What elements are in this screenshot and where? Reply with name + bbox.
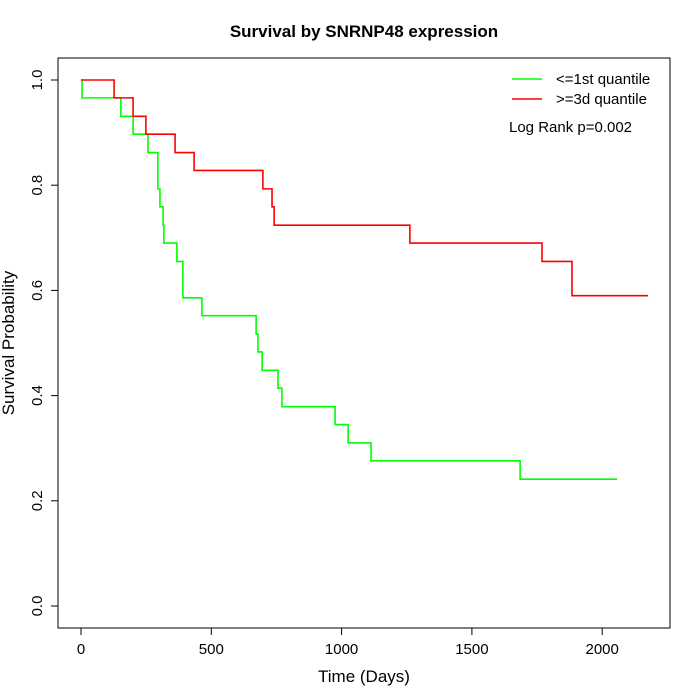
y-axis: 0.0 0.2 0.4 0.6 0.8 1.0 bbox=[29, 70, 59, 617]
series-line-1 bbox=[81, 79, 649, 297]
y-axis-label: Survival Probability bbox=[0, 270, 18, 415]
x-tick-label: 2000 bbox=[586, 641, 619, 658]
y-tick-label: 0.4 bbox=[29, 385, 46, 406]
legend-label: >=3d quantile bbox=[556, 91, 647, 108]
y-tick-label: 0.8 bbox=[29, 175, 46, 196]
log-rank-annotation: Log Rank p=0.002 bbox=[509, 119, 632, 136]
x-axis: 0 500 1000 1500 2000 bbox=[77, 627, 619, 658]
legend-label: <=1st quantile bbox=[556, 71, 650, 88]
x-axis-label: Time (Days) bbox=[318, 667, 410, 686]
chart-title: Survival by SNRNP48 expression bbox=[230, 22, 498, 41]
y-tick-label: 0.2 bbox=[29, 490, 46, 511]
x-tick-label: 1500 bbox=[455, 641, 488, 658]
plot-frame bbox=[57, 57, 671, 629]
legend: <=1st quantile >=3d quantile bbox=[512, 71, 650, 108]
x-tick-label: 0 bbox=[77, 641, 85, 658]
y-tick-label: 1.0 bbox=[29, 70, 46, 91]
series-line-0 bbox=[81, 79, 618, 481]
y-tick-label: 0.0 bbox=[29, 596, 46, 617]
x-tick-label: 1000 bbox=[325, 641, 358, 658]
y-tick-label: 0.6 bbox=[29, 280, 46, 301]
series-lines bbox=[81, 79, 649, 481]
x-tick-label: 500 bbox=[199, 641, 224, 658]
